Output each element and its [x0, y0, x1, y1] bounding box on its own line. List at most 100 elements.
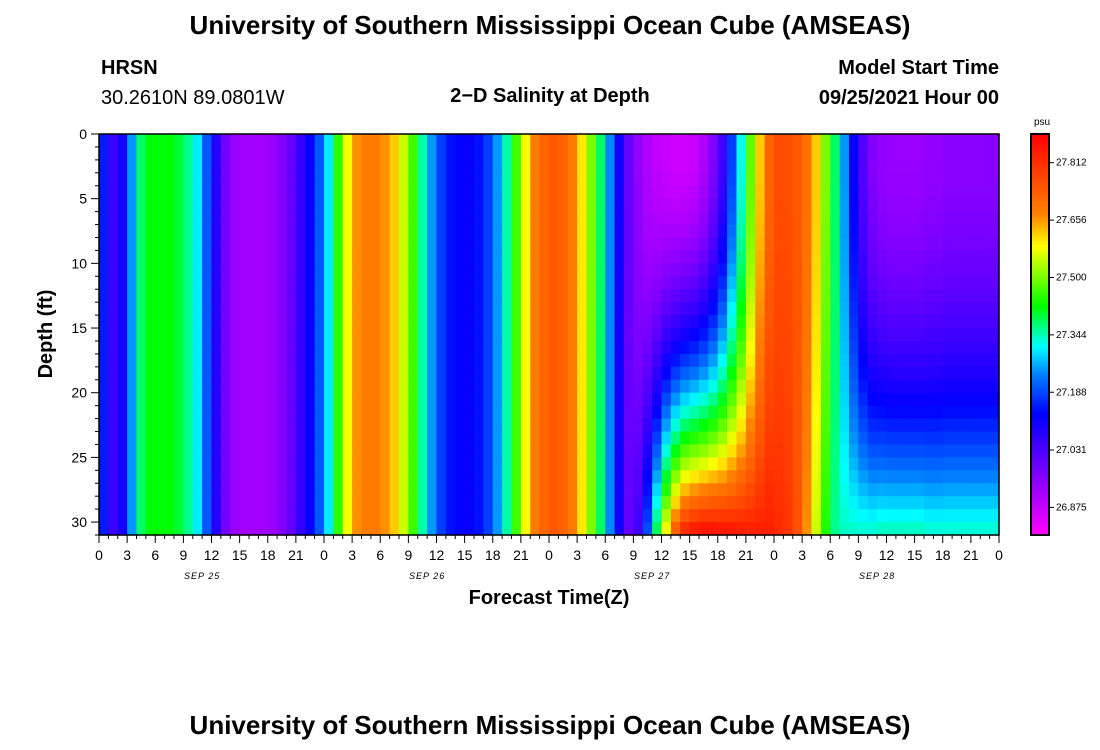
heatmap-cell	[136, 470, 147, 484]
heatmap-cell	[877, 211, 888, 226]
heatmap-cell	[483, 159, 494, 174]
heatmap-cell	[399, 366, 409, 381]
heatmap-cell	[595, 353, 606, 368]
heatmap-cell	[277, 522, 288, 536]
heatmap-cell	[670, 224, 681, 239]
heatmap-cell	[558, 237, 569, 252]
heatmap-cell	[277, 353, 288, 368]
heatmap-cell	[736, 431, 747, 446]
heatmap-cell	[745, 224, 756, 239]
heatmap-cell	[717, 211, 728, 226]
heatmap-cell	[980, 276, 991, 290]
heatmap-cell	[192, 315, 203, 329]
heatmap-cell	[474, 224, 484, 239]
heatmap-cell	[858, 315, 869, 329]
heatmap-cell	[258, 496, 269, 510]
heatmap-cell	[727, 340, 738, 355]
heatmap-cell	[933, 172, 944, 187]
heatmap-cell	[680, 263, 691, 277]
heatmap-cell	[642, 172, 653, 187]
heatmap-cell	[324, 198, 334, 213]
heatmap-cell	[399, 172, 409, 187]
heatmap-cell	[127, 431, 138, 446]
heatmap-cell	[164, 185, 175, 200]
heatmap-cell	[652, 263, 663, 277]
heatmap-cell	[727, 289, 738, 303]
heatmap-cell	[905, 444, 916, 458]
heatmap-cell	[464, 198, 475, 213]
heatmap-cell	[858, 379, 869, 394]
heatmap-cell	[249, 444, 259, 458]
heatmap-cell	[942, 250, 953, 264]
heatmap-cell	[680, 172, 691, 187]
heatmap-cell	[624, 483, 634, 497]
heatmap-cell	[155, 224, 166, 239]
heatmap-cell	[802, 198, 813, 213]
heatmap-cell	[839, 159, 850, 174]
heatmap-cell	[483, 276, 494, 290]
heatmap-cell	[783, 211, 794, 226]
heatmap-cell	[586, 379, 597, 394]
heatmap-cell	[352, 522, 363, 536]
heatmap-cell	[811, 211, 822, 226]
heatmap-cell	[399, 146, 409, 161]
heatmap-cell	[970, 509, 981, 523]
bottom-title: University of Southern Mississippi Ocean…	[189, 710, 911, 740]
heatmap-cell	[830, 522, 841, 536]
heatmap-cell	[417, 276, 428, 290]
heatmap-cell	[708, 379, 719, 394]
heatmap-cell	[886, 185, 897, 200]
heatmap-cell	[314, 379, 325, 394]
heatmap-cell	[905, 276, 916, 290]
heatmap-cell	[886, 392, 897, 407]
heatmap-cell	[624, 198, 634, 213]
heatmap-cell	[192, 302, 203, 316]
heatmap-cell	[258, 211, 269, 226]
heatmap-cell	[389, 237, 400, 252]
heatmap-cell	[905, 250, 916, 264]
heatmap-cell	[314, 353, 325, 368]
heatmap-cell	[586, 302, 597, 316]
heatmap-cell	[239, 522, 250, 536]
heatmap-cell	[914, 276, 925, 290]
heatmap-cell	[192, 379, 203, 394]
heatmap-cell	[905, 418, 916, 433]
heatmap-cell	[145, 250, 156, 264]
x-tick-label: 9	[179, 547, 187, 563]
heatmap-cell	[717, 276, 728, 290]
heatmap-cell	[736, 263, 747, 277]
heatmap-cell	[258, 509, 269, 523]
heatmap-cell	[867, 405, 878, 420]
heatmap-cell	[717, 470, 728, 484]
heatmap-cell	[230, 134, 241, 148]
heatmap-cell	[511, 405, 522, 420]
heatmap-cell	[933, 418, 944, 433]
heatmap-cell	[164, 405, 175, 420]
heatmap-cell	[211, 379, 222, 394]
heatmap-cell	[670, 328, 681, 342]
heatmap-cell	[811, 470, 822, 484]
heatmap-cell	[539, 353, 550, 368]
heatmap-cell	[670, 134, 681, 148]
heatmap-cell	[614, 185, 625, 200]
heatmap-cell	[689, 444, 700, 458]
heatmap-cell	[961, 211, 972, 226]
heatmap-cell	[877, 172, 888, 187]
heatmap-cell	[652, 470, 663, 484]
heatmap-cell	[342, 211, 353, 226]
heatmap-cell	[417, 379, 428, 394]
heatmap-cell	[267, 470, 278, 484]
heatmap-cell	[399, 198, 409, 213]
heatmap-cell	[764, 185, 775, 200]
heatmap-cell	[680, 431, 691, 446]
heatmap-cell	[258, 457, 269, 471]
heatmap-cell	[286, 198, 297, 213]
heatmap-cell	[502, 496, 513, 510]
heatmap-cell	[455, 159, 466, 174]
heatmap-cell	[680, 224, 691, 239]
heatmap-cell	[708, 496, 719, 510]
heatmap-cell	[483, 263, 494, 277]
heatmap-cell	[295, 366, 306, 381]
heatmap-cell	[267, 172, 278, 187]
heatmap-cell	[145, 457, 156, 471]
